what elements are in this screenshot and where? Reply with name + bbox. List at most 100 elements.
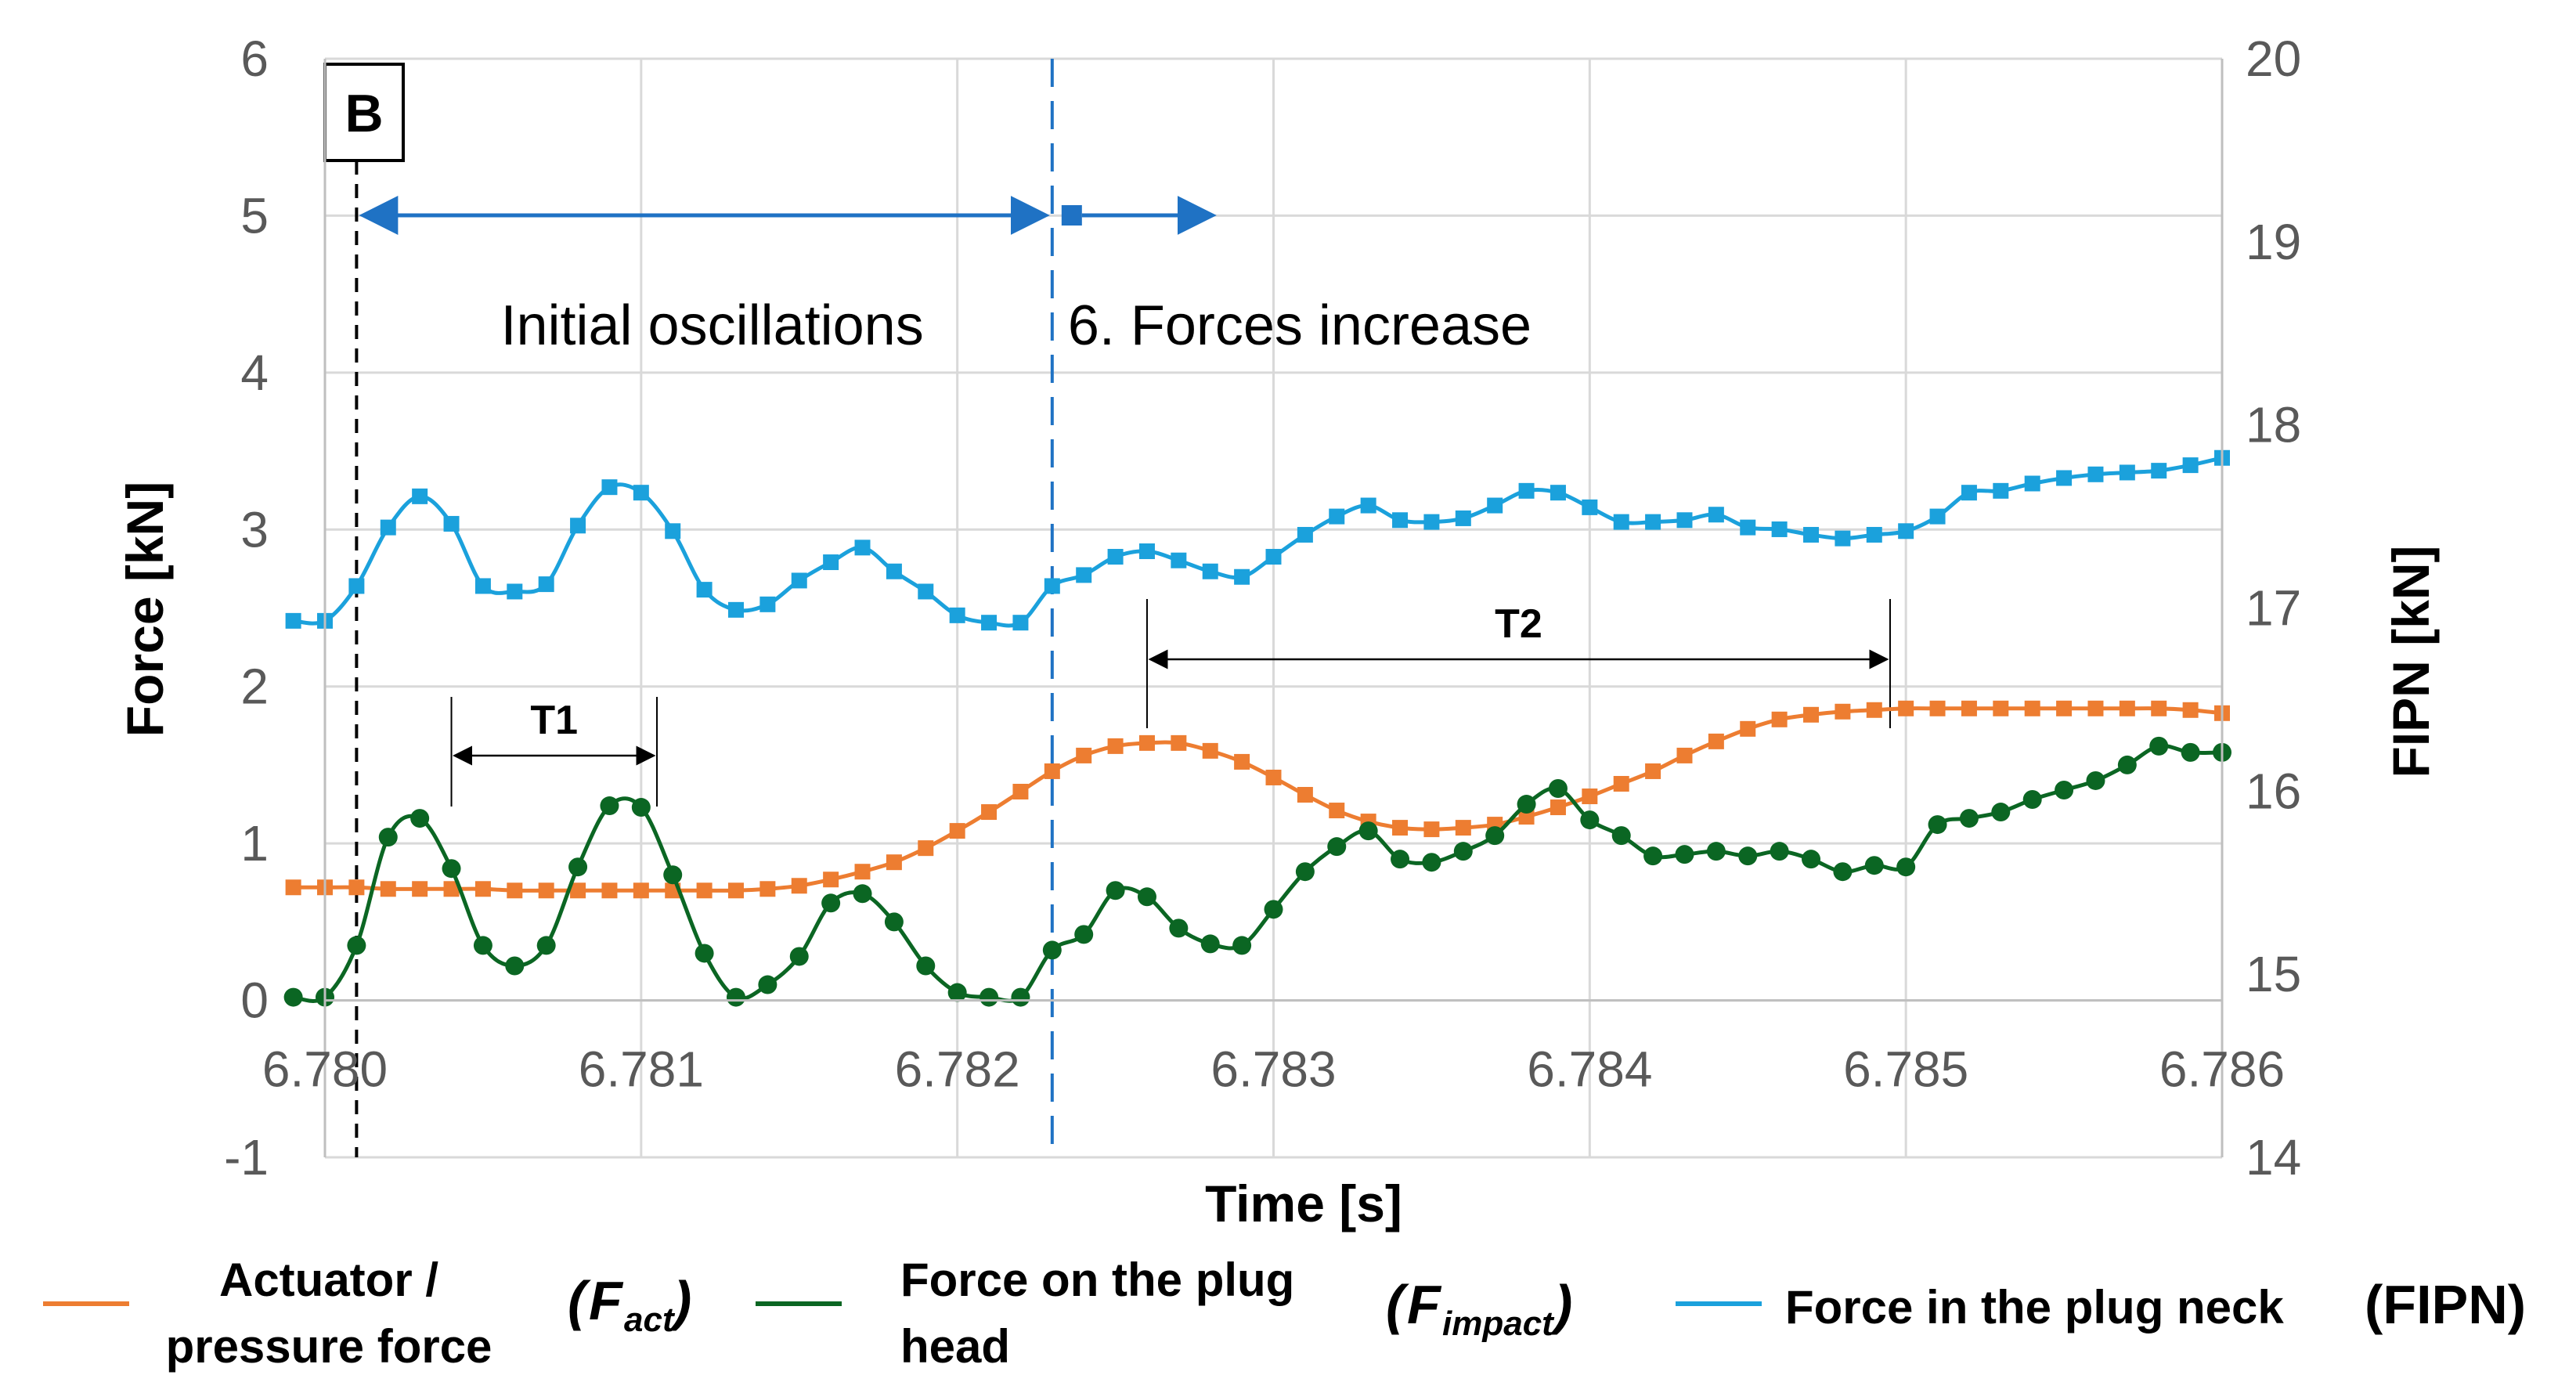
data-point-impact (821, 893, 841, 913)
y2-tick-label: 16 (2246, 763, 2301, 819)
data-point-actuator (886, 854, 902, 871)
data-point-impact (1327, 837, 1347, 857)
data-point-fipn (696, 582, 713, 598)
data-point-fipn (507, 583, 523, 600)
legend-label: pressure force (166, 1320, 492, 1373)
data-point-actuator (1898, 700, 1914, 716)
data-point-actuator (1202, 742, 1218, 759)
data-point-impact (2086, 770, 2105, 790)
data-point-actuator (2119, 700, 2135, 716)
data-point-actuator (918, 840, 934, 857)
axes: -1 0 1 2 3 4 5 6 14 15 16 17 18 19 20 6.780 6.781 6.782 6.… (116, 31, 2440, 1232)
data-point-fipn (1392, 512, 1409, 529)
data-point-impact (2055, 780, 2074, 799)
data-point-fipn (1771, 521, 1788, 537)
period-t2-label: T2 (1495, 601, 1542, 647)
data-point-actuator (1455, 820, 1471, 836)
y-tick-label: -1 (224, 1129, 269, 1185)
data-point-fipn (538, 576, 554, 593)
legend-subscript: act (624, 1301, 676, 1339)
data-point-actuator (1676, 747, 1693, 763)
period-t1-label: T1 (530, 698, 578, 743)
data-point-fipn (1645, 514, 1661, 530)
data-point-impact (1391, 850, 1410, 869)
data-point-actuator (1803, 706, 1820, 723)
data-point-actuator (1138, 734, 1155, 751)
data-point-fipn (1835, 530, 1851, 547)
data-point-actuator (1265, 769, 1282, 785)
data-point-actuator (2151, 700, 2167, 716)
data-point-fipn (1676, 512, 1693, 529)
phase1-label: Initial oscillations (500, 294, 923, 357)
legend-symbol: F (589, 1270, 624, 1331)
data-point-impact (1928, 815, 1947, 835)
data-point-fipn (1107, 549, 1124, 565)
data-point-fipn (2182, 457, 2199, 474)
data-point-actuator (759, 881, 776, 897)
data-point-impact (505, 956, 525, 976)
data-point-actuator (633, 882, 649, 899)
data-point-impact (789, 947, 809, 966)
data-point-impact (1358, 821, 1378, 841)
data-point-impact (1422, 853, 1441, 872)
data-point-fipn (1929, 508, 1946, 525)
data-point-impact (473, 936, 492, 955)
data-point-impact (283, 987, 303, 1007)
data-point-impact (1643, 846, 1663, 866)
series-line-fipn (293, 456, 2223, 628)
data-point-actuator (601, 882, 618, 899)
data-point-impact (1770, 842, 1789, 861)
y2-tick-label: 20 (2246, 31, 2301, 87)
data-point-fipn (1012, 615, 1029, 631)
data-point-impact (568, 857, 588, 877)
data-point-actuator (1613, 775, 1629, 792)
data-point-impact (2149, 736, 2169, 756)
x-tick-label: 6.780 (262, 1041, 388, 1098)
data-point-fipn (1297, 526, 1313, 543)
y-axis-title: Force [kN] (116, 482, 174, 737)
data-point-fipn (1740, 519, 1756, 536)
legend-label: head (900, 1320, 1010, 1373)
data-point-fipn (1550, 485, 1566, 501)
data-point-fipn (1076, 567, 1092, 583)
data-point-impact (1548, 778, 1568, 798)
data-point-fipn (1582, 499, 1598, 515)
data-point-fipn (1898, 523, 1914, 540)
data-point-actuator (1582, 789, 1598, 805)
data-point-actuator (570, 882, 586, 899)
data-point-impact (1706, 842, 1726, 861)
x-tick-label: 6.781 (579, 1041, 704, 1098)
y2-tick-label: 15 (2246, 946, 2301, 1002)
data-point-impact (947, 983, 967, 1002)
y-tick-label: 4 (240, 345, 269, 401)
data-point-actuator (1076, 747, 1092, 763)
data-point-actuator (1171, 734, 1187, 751)
data-point-impact (1106, 881, 1125, 900)
data-point-fipn (2151, 463, 2167, 479)
data-point-actuator (1645, 763, 1661, 779)
data-point-impact (347, 936, 366, 955)
data-point-actuator (949, 823, 965, 839)
data-point-fipn (570, 518, 586, 534)
data-point-impact (980, 987, 999, 1007)
data-point-fipn (1360, 497, 1376, 514)
data-point-impact (1833, 862, 1853, 882)
data-point-impact (1453, 842, 1473, 861)
data-point-actuator (1234, 753, 1250, 770)
data-point-fipn (1487, 497, 1503, 514)
data-point-impact (1959, 809, 1979, 828)
data-point-impact (1485, 826, 1505, 846)
data-point-fipn (2024, 475, 2040, 492)
data-point-actuator (1993, 700, 2009, 716)
data-point-impact (1896, 857, 1916, 877)
data-point-impact (1991, 803, 2011, 822)
data-point-impact (1611, 826, 1631, 846)
data-point-actuator (1107, 738, 1124, 754)
data-point-impact (1864, 856, 1884, 875)
y-tick-label: 2 (240, 659, 269, 715)
data-point-impact (1232, 936, 1252, 955)
gridlines (323, 57, 2224, 1159)
data-point-fipn (918, 583, 934, 600)
data-point-fipn (759, 596, 776, 612)
